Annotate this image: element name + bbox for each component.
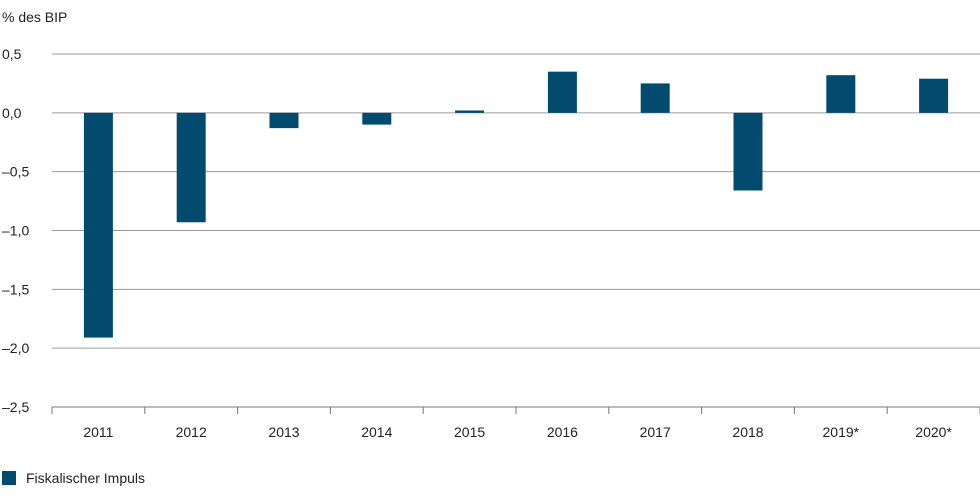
- x-tick-label: 2019*: [823, 424, 860, 440]
- x-tick-label: 2013: [268, 424, 299, 440]
- bar-2020-projected: [919, 78, 949, 113]
- bar-2015: [455, 110, 485, 113]
- bar-2016: [547, 71, 577, 113]
- x-tick-label: 2014: [361, 424, 392, 440]
- y-tick-label: –0,5: [2, 164, 29, 180]
- x-tick-labels: 2011 2012 2013 2014 2015 2016 2017 2018 2019* 202…: [83, 424, 952, 440]
- gridlines: [52, 53, 980, 349]
- bar-2012: [176, 112, 206, 223]
- x-tick-label: 2012: [176, 424, 207, 440]
- x-tick-label: 2020*: [915, 424, 952, 440]
- y-tick-label: –1,0: [2, 223, 29, 239]
- legend-label: Fiskalischer Impuls: [26, 470, 146, 486]
- y-tick-label: –2,5: [2, 399, 29, 415]
- x-tick-label: 2017: [640, 424, 671, 440]
- y-tick-label: 0,5: [2, 46, 22, 62]
- bar-2011: [83, 112, 113, 338]
- x-tick-label: 2016: [547, 424, 578, 440]
- y-tick-labels: 0,5 0,0 –0,5 –1,0 –1,5 –2,0 –2,5: [2, 46, 29, 415]
- x-tick-label: 2011: [83, 424, 113, 440]
- y-tick-label: –1,5: [2, 281, 29, 297]
- y-axis-unit-label: % des BIP: [2, 9, 67, 25]
- x-axis: [51, 406, 980, 414]
- bar-2018: [733, 112, 763, 191]
- legend: Fiskalischer Impuls: [2, 470, 145, 486]
- legend-swatch: [2, 471, 16, 485]
- bar-2019-projected: [826, 75, 856, 113]
- x-tick-label: 2018: [732, 424, 763, 440]
- y-tick-label: –2,0: [2, 340, 29, 356]
- bar-2014: [362, 112, 392, 125]
- bar-2017: [640, 83, 670, 113]
- bars: [83, 71, 949, 338]
- x-tick-label: 2015: [454, 424, 485, 440]
- y-tick-label: 0,0: [2, 105, 22, 121]
- bar-2013: [269, 112, 299, 129]
